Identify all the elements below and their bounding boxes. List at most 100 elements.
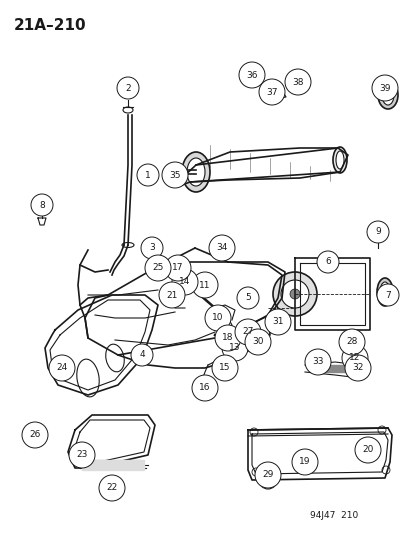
Circle shape	[99, 475, 125, 501]
Text: 31: 31	[272, 318, 283, 327]
Text: 32: 32	[351, 364, 363, 373]
Ellipse shape	[182, 152, 209, 192]
Text: 30: 30	[252, 337, 263, 346]
Text: 28: 28	[346, 337, 357, 346]
Circle shape	[159, 282, 185, 308]
Ellipse shape	[76, 359, 99, 397]
Circle shape	[161, 162, 188, 188]
Circle shape	[145, 255, 171, 281]
Circle shape	[204, 305, 230, 331]
Text: 33: 33	[311, 358, 323, 367]
Circle shape	[344, 355, 370, 381]
Text: 17: 17	[172, 263, 183, 272]
Circle shape	[165, 255, 190, 281]
Text: 11: 11	[199, 280, 210, 289]
Circle shape	[236, 287, 259, 309]
Text: 12: 12	[349, 353, 360, 362]
Ellipse shape	[332, 147, 346, 173]
Ellipse shape	[335, 151, 343, 169]
Circle shape	[214, 325, 240, 351]
Text: 3: 3	[149, 244, 154, 253]
Text: 21A–210: 21A–210	[14, 18, 86, 33]
Text: 9: 9	[374, 228, 380, 237]
Circle shape	[221, 335, 247, 361]
Text: 29: 29	[262, 471, 273, 480]
Circle shape	[249, 428, 257, 436]
Circle shape	[264, 309, 290, 335]
Text: 2: 2	[125, 84, 131, 93]
Text: 8: 8	[39, 200, 45, 209]
Circle shape	[371, 75, 397, 101]
Text: 20: 20	[361, 446, 373, 455]
Text: 27: 27	[242, 327, 253, 336]
Circle shape	[137, 164, 159, 186]
Text: 19: 19	[299, 457, 310, 466]
Ellipse shape	[376, 278, 392, 306]
Ellipse shape	[105, 344, 124, 372]
Text: 35: 35	[169, 171, 180, 180]
Circle shape	[338, 329, 364, 355]
Text: 16: 16	[199, 384, 210, 392]
Circle shape	[49, 355, 75, 381]
Circle shape	[280, 280, 308, 308]
Circle shape	[238, 62, 264, 88]
Circle shape	[341, 345, 367, 371]
Circle shape	[31, 194, 53, 216]
Text: 25: 25	[152, 263, 163, 272]
Ellipse shape	[187, 158, 204, 186]
Text: 4: 4	[139, 351, 145, 359]
Circle shape	[289, 289, 299, 299]
Text: 37: 37	[266, 87, 277, 96]
Circle shape	[366, 221, 388, 243]
Circle shape	[354, 437, 380, 463]
Circle shape	[262, 475, 272, 485]
Text: 6: 6	[324, 257, 330, 266]
Circle shape	[30, 437, 40, 447]
Circle shape	[259, 79, 284, 105]
Circle shape	[272, 272, 316, 316]
Circle shape	[377, 426, 385, 434]
Text: 34: 34	[216, 244, 227, 253]
Circle shape	[106, 486, 118, 498]
Text: 18: 18	[222, 334, 233, 343]
Text: 39: 39	[378, 84, 390, 93]
Text: 14: 14	[179, 278, 190, 287]
Text: 22: 22	[106, 483, 117, 492]
Ellipse shape	[381, 85, 393, 105]
Circle shape	[244, 329, 271, 355]
Ellipse shape	[377, 81, 397, 109]
Circle shape	[209, 235, 235, 261]
Circle shape	[141, 237, 163, 259]
Circle shape	[254, 462, 280, 488]
Circle shape	[284, 69, 310, 95]
Ellipse shape	[123, 107, 133, 113]
Circle shape	[259, 471, 276, 489]
Circle shape	[235, 319, 260, 345]
Circle shape	[171, 269, 197, 295]
Text: 10: 10	[212, 313, 223, 322]
Circle shape	[22, 422, 48, 448]
Circle shape	[211, 355, 237, 381]
Polygon shape	[82, 460, 144, 470]
Ellipse shape	[122, 243, 134, 247]
Text: 7: 7	[384, 290, 390, 300]
Circle shape	[117, 77, 139, 99]
Circle shape	[252, 468, 259, 476]
Circle shape	[192, 272, 218, 298]
Circle shape	[316, 251, 338, 273]
Text: 36: 36	[246, 70, 257, 79]
Ellipse shape	[379, 282, 389, 302]
Text: 1: 1	[145, 171, 150, 180]
Circle shape	[192, 375, 218, 401]
Circle shape	[381, 466, 389, 474]
Circle shape	[376, 284, 398, 306]
Circle shape	[291, 449, 317, 475]
Text: 38: 38	[292, 77, 303, 86]
Circle shape	[131, 344, 153, 366]
Text: 15: 15	[219, 364, 230, 373]
Circle shape	[304, 349, 330, 375]
Text: 5: 5	[244, 294, 250, 303]
Text: 21: 21	[166, 290, 177, 300]
Text: 26: 26	[29, 431, 40, 440]
Text: 24: 24	[56, 364, 67, 373]
